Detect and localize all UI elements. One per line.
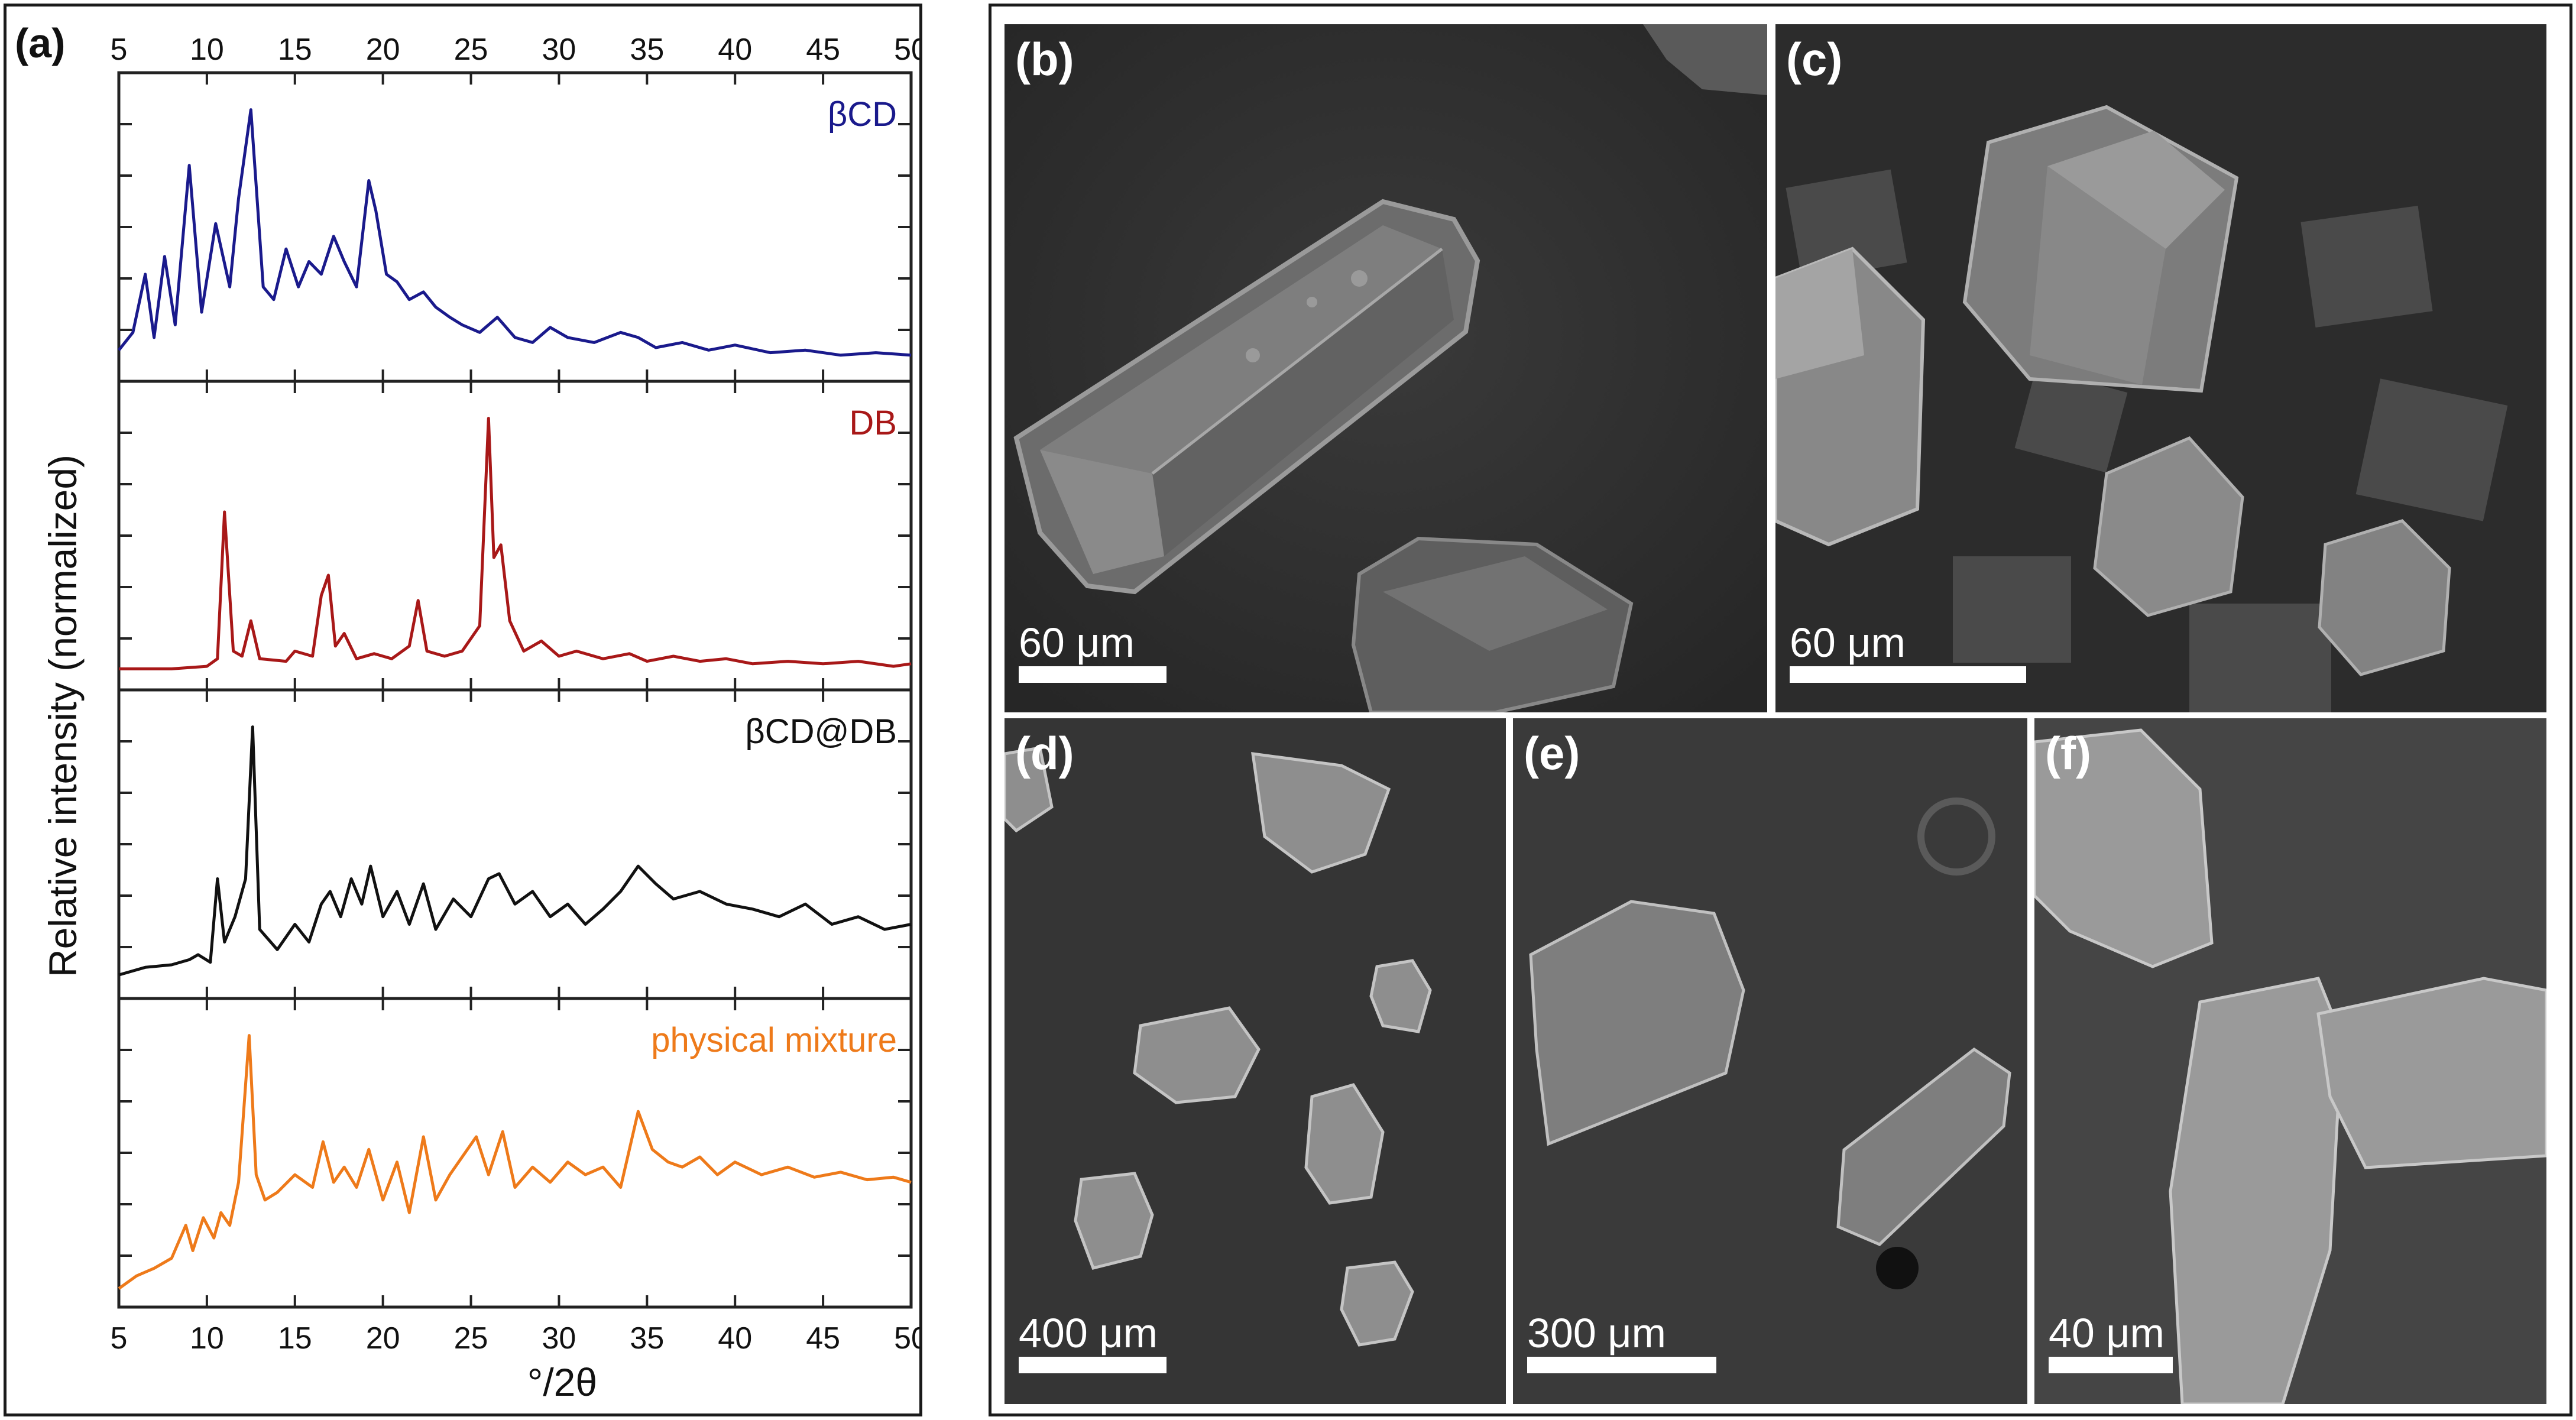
panel-a-frame: (a) Relative intensity (normalized) °/2θ… [4, 4, 922, 1416]
scale-bar-f [2049, 1357, 2173, 1373]
x-tick-label-top: 30 [542, 33, 576, 67]
x-tick-label-top: 50 [894, 33, 919, 67]
sem-label-b: (b) [1015, 33, 1074, 85]
xrd-subplot-frame [117, 380, 913, 692]
x-tick-label-bottom: 5 [111, 1321, 128, 1356]
cubic-crystal-main [1962, 105, 2239, 393]
scale-text-f: 40 μm [2049, 1310, 2165, 1356]
scale-bar-d [1019, 1357, 1167, 1373]
cubic-crystal-left [1775, 247, 1926, 547]
cubic-crystal-cluster-right [2093, 436, 2451, 676]
artifact-ring [1917, 797, 1995, 876]
particles-e [1529, 900, 2011, 1246]
x-tick-label-bottom: 40 [718, 1321, 752, 1356]
x-tick-label-bottom: 15 [278, 1321, 312, 1356]
series-label: βCD@DB [745, 712, 897, 751]
sem-image-c: (c) 60 μm [1775, 24, 2546, 712]
xrd-series-line [118, 1034, 912, 1290]
x-tick-label-bottom: 20 [366, 1321, 400, 1356]
x-tick-label-bottom: 10 [190, 1321, 224, 1356]
panel-sem-frame: (b) 60 μm [989, 4, 2572, 1416]
scale-bar-c [1790, 666, 2026, 683]
artifact-hole [1876, 1247, 1919, 1289]
x-tick-label-top: 35 [630, 33, 664, 67]
xrd-series-line [118, 725, 912, 977]
scale-bar-e [1527, 1357, 1716, 1373]
xrd-series-line [119, 417, 912, 670]
sem-label-c: (c) [1786, 33, 1843, 85]
x-tick-label-top: 5 [111, 33, 128, 67]
sem-image-e: (e) 300 μm [1513, 718, 2027, 1404]
scale-bar-b [1019, 666, 1167, 683]
panel-a-label: (a) [15, 20, 66, 66]
x-tick-label-bottom: 50 [894, 1321, 919, 1356]
x-tick-label-top: 40 [718, 33, 752, 67]
scale-text-d: 400 μm [1019, 1310, 1158, 1356]
particles-d [1005, 746, 1432, 1347]
sem-image-f: (f) 40 μm [2034, 718, 2546, 1404]
sem-label-f: (f) [2045, 727, 2091, 779]
x-tick-label-top: 25 [454, 33, 488, 67]
x-tick-label-bottom: 25 [454, 1321, 488, 1356]
x-tick-label-bottom: 45 [806, 1321, 840, 1356]
scale-text-e: 300 μm [1527, 1310, 1666, 1356]
series-label: βCD [828, 95, 897, 134]
x-tick-label-bottom: 30 [542, 1321, 576, 1356]
scale-text-c: 60 μm [1790, 620, 1906, 666]
x-tick-label-top: 15 [278, 33, 312, 67]
sem-label-d: (d) [1015, 727, 1074, 779]
y-axis-label: Relative intensity (normalized) [41, 455, 85, 977]
x-axis-label: °/2θ [527, 1360, 597, 1404]
crystal-particle-large [1013, 199, 1480, 595]
sem-label-e: (e) [1524, 727, 1580, 779]
scale-text-b: 60 μm [1019, 620, 1135, 666]
x-tick-label-top: 45 [806, 33, 840, 67]
particles-f [2034, 728, 2546, 1404]
xrd-chart: (a) Relative intensity (normalized) °/2θ… [15, 20, 919, 1404]
x-tick-label-top: 10 [190, 33, 224, 67]
sem-image-b: (b) 60 μm [1005, 24, 1767, 712]
x-tick-label-top: 20 [366, 33, 400, 67]
series-label: physical mixture [651, 1021, 897, 1059]
crystal-particle-small [1351, 536, 1634, 712]
xrd-subplot-frame [117, 71, 913, 383]
x-tick-label-bottom: 35 [630, 1321, 664, 1356]
series-label: DB [849, 404, 897, 442]
xrd-series-line [118, 108, 912, 357]
sem-image-d: (d) 400 μm [1005, 718, 1506, 1404]
